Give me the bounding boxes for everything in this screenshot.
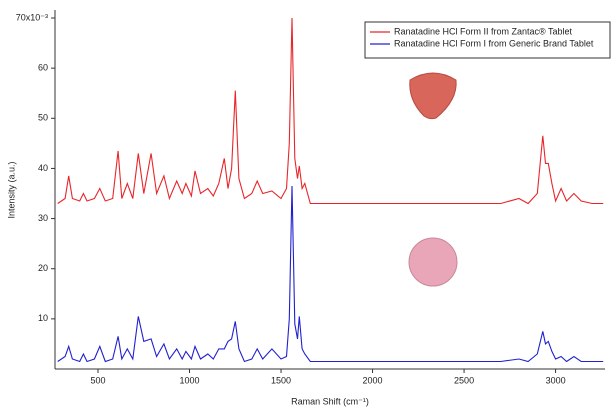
x-tick-label: 500 [90, 375, 105, 385]
tablet-pink [408, 237, 458, 287]
y-tick-label: 30 [38, 213, 48, 223]
y-tick-label: 50 [38, 113, 48, 123]
x-axis-label: Raman Shift (cm⁻¹) [291, 396, 369, 406]
y-axis-label: Intensity (a.u.) [6, 161, 16, 218]
x-tick-label: 3000 [546, 375, 566, 385]
x-tick-label: 1500 [271, 375, 291, 385]
y-tick-label: 40 [38, 163, 48, 173]
spectrum-line [57, 185, 604, 363]
legend-label: Ranatadine HCl Form I from Generic Brand… [394, 38, 594, 48]
legend-box [364, 21, 611, 59]
x-tick-label: 1000 [180, 375, 200, 385]
spectrum-line [57, 17, 604, 205]
tablet-red [409, 72, 457, 120]
x-tick-label: 2000 [363, 375, 383, 385]
y-tick-label: 70x10⁻³ [16, 12, 48, 22]
y-tick-label: 60 [38, 63, 48, 73]
x-tick-label: 2500 [454, 375, 474, 385]
y-tick-label: 20 [38, 263, 48, 273]
legend-label: Ranatadine HCl Form II from Zantac® Tabl… [394, 26, 573, 36]
y-tick-label: 10 [38, 313, 48, 323]
